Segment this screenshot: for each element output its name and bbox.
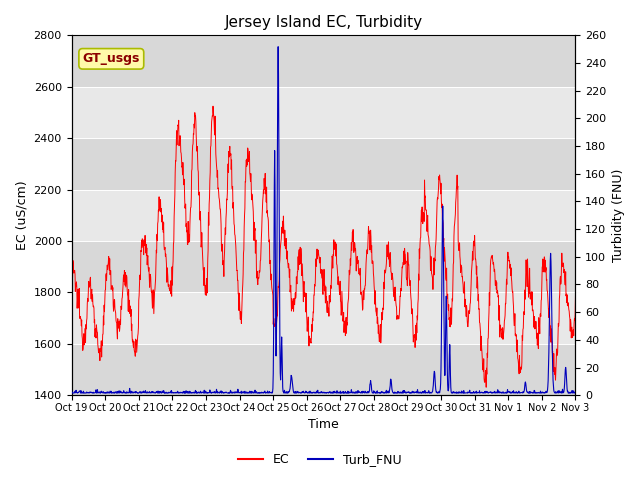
Bar — [72, 190, 575, 241]
Bar — [72, 138, 575, 190]
X-axis label: Time: Time — [308, 419, 339, 432]
Bar — [72, 292, 575, 344]
Bar — [72, 344, 575, 395]
Title: Jersey Island EC, Turbidity: Jersey Island EC, Turbidity — [225, 15, 422, 30]
Legend: EC, Turb_FNU: EC, Turb_FNU — [233, 448, 407, 471]
Y-axis label: Turbidity (FNU): Turbidity (FNU) — [612, 168, 625, 262]
Bar — [72, 36, 575, 87]
Bar — [72, 241, 575, 292]
Bar — [72, 87, 575, 138]
Y-axis label: EC (uS/cm): EC (uS/cm) — [15, 180, 28, 250]
Text: GT_usgs: GT_usgs — [83, 52, 140, 65]
